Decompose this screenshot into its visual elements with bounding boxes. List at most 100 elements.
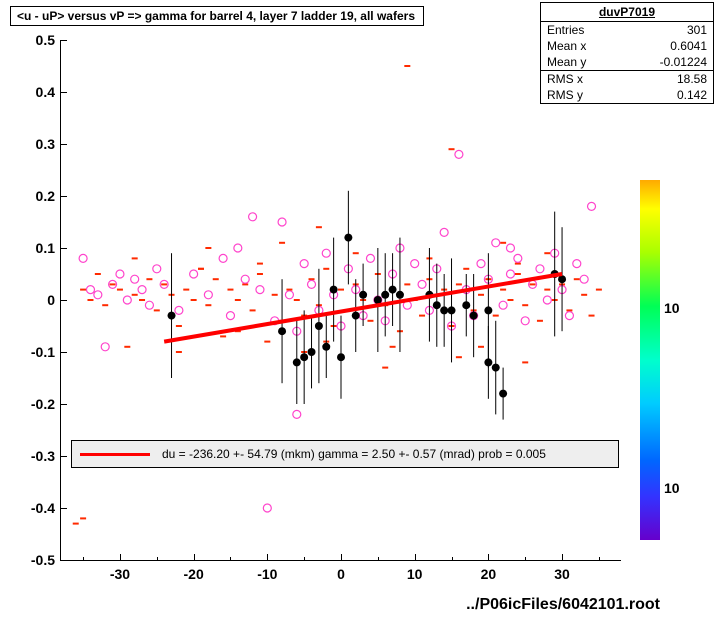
legend-text: du = -236.20 +- 54.79 (mkm) gamma = 2.50… (162, 447, 546, 461)
red-dash-marker (213, 278, 219, 280)
filled-circle-marker (168, 312, 176, 320)
filled-circle-marker (462, 301, 470, 309)
open-circle-marker (241, 275, 249, 283)
open-circle-marker (190, 270, 198, 278)
open-circle-marker (499, 301, 507, 309)
red-dash-marker (478, 294, 484, 296)
open-circle-marker (256, 286, 264, 294)
x-tick-label: 0 (337, 566, 345, 582)
red-dash-marker (235, 299, 241, 301)
fit-legend: du = -236.20 +- 54.79 (mkm) gamma = 2.50… (71, 440, 619, 468)
filled-circle-marker (389, 286, 397, 294)
chart-title: <u - uP> versus vP => gamma for barrel 4… (10, 6, 424, 26)
red-dash-marker (537, 320, 543, 322)
open-circle-marker (588, 202, 596, 210)
open-circle-marker (440, 228, 448, 236)
red-dash-marker (220, 335, 226, 337)
y-tick-label: 0.5 (36, 32, 55, 48)
stats-rmsy-val: 0.142 (677, 88, 707, 102)
red-dash-marker (404, 65, 410, 67)
red-dash-marker (110, 283, 116, 285)
open-circle-marker (565, 312, 573, 320)
open-circle-marker (101, 343, 109, 351)
open-circle-marker (506, 244, 514, 252)
open-circle-marker (123, 296, 131, 304)
filled-circle-marker (470, 312, 478, 320)
red-dash-marker (522, 361, 528, 363)
red-dash-marker (272, 294, 278, 296)
open-circle-marker (455, 150, 463, 158)
legend-line-sample (80, 453, 150, 456)
plot-area: -0.5-0.4-0.3-0.2-0.100.10.20.30.40.5-30-… (60, 40, 621, 561)
x-tick-label: -10 (257, 566, 277, 582)
filled-circle-marker (308, 348, 316, 356)
stats-rmsx-val: 18.58 (677, 72, 707, 86)
red-dash-marker (73, 523, 79, 525)
colorbar: 1010 (640, 180, 660, 540)
red-dash-marker (87, 299, 93, 301)
stats-meany-val: -0.01224 (660, 55, 707, 69)
open-circle-marker (322, 249, 330, 257)
red-dash-marker (581, 294, 587, 296)
stats-meanx-val: 0.6041 (670, 39, 707, 53)
red-dash-marker (449, 148, 455, 150)
red-dash-marker (139, 299, 145, 301)
stats-entries-val: 301 (687, 23, 707, 37)
red-dash-marker (456, 283, 462, 285)
red-dash-marker (205, 304, 211, 306)
chart-title-text: <u - uP> versus vP => gamma for barrel 4… (17, 9, 415, 23)
red-dash-marker (574, 278, 580, 280)
stats-name: duvP7019 (541, 3, 713, 22)
filled-circle-marker (278, 327, 286, 335)
red-dash-marker (456, 356, 462, 358)
y-tick-label: 0 (47, 292, 55, 308)
open-circle-marker (249, 213, 257, 221)
red-dash-marker (338, 289, 344, 291)
red-dash-marker (154, 309, 160, 311)
red-dash-marker (205, 247, 211, 249)
x-tick-label: 30 (554, 566, 570, 582)
filled-circle-marker (359, 291, 367, 299)
open-circle-marker (543, 296, 551, 304)
open-circle-marker (131, 275, 139, 283)
open-circle-marker (263, 504, 271, 512)
x-tick-label: -20 (184, 566, 204, 582)
x-tick-label: 10 (407, 566, 423, 582)
red-dash-marker (353, 252, 359, 254)
y-tick-label: -0.1 (31, 344, 55, 360)
open-circle-marker (226, 312, 234, 320)
open-circle-marker (536, 265, 544, 273)
y-tick-label: 0.2 (36, 188, 55, 204)
red-dash-marker (390, 346, 396, 348)
filled-circle-marker (448, 306, 456, 314)
red-dash-marker (95, 273, 101, 275)
red-dash-marker (146, 278, 152, 280)
red-dash-marker (530, 283, 536, 285)
open-circle-marker (204, 291, 212, 299)
filled-circle-marker (293, 358, 301, 366)
red-dash-marker (515, 273, 521, 275)
red-dash-marker (419, 315, 425, 317)
open-circle-marker (293, 410, 301, 418)
red-dash-marker (507, 299, 513, 301)
x-tick-label: 20 (481, 566, 497, 582)
red-dash-marker (183, 289, 189, 291)
open-circle-marker (138, 286, 146, 294)
filled-circle-marker (396, 291, 404, 299)
open-circle-marker (506, 270, 514, 278)
y-tick-label: 0.3 (36, 136, 55, 152)
filled-circle-marker (499, 390, 507, 398)
filled-circle-marker (492, 364, 500, 372)
open-circle-marker (418, 280, 426, 288)
open-circle-marker (234, 244, 242, 252)
red-dash-marker (257, 263, 263, 265)
filled-circle-marker (352, 312, 360, 320)
open-circle-marker (573, 260, 581, 268)
open-circle-marker (411, 260, 419, 268)
red-dash-marker (500, 289, 506, 291)
filled-circle-marker (484, 306, 492, 314)
red-dash-marker (294, 299, 300, 301)
red-dash-marker (176, 325, 182, 327)
footer-filename: ../P06icFiles/6042101.root (466, 596, 660, 614)
open-circle-marker (514, 254, 522, 262)
